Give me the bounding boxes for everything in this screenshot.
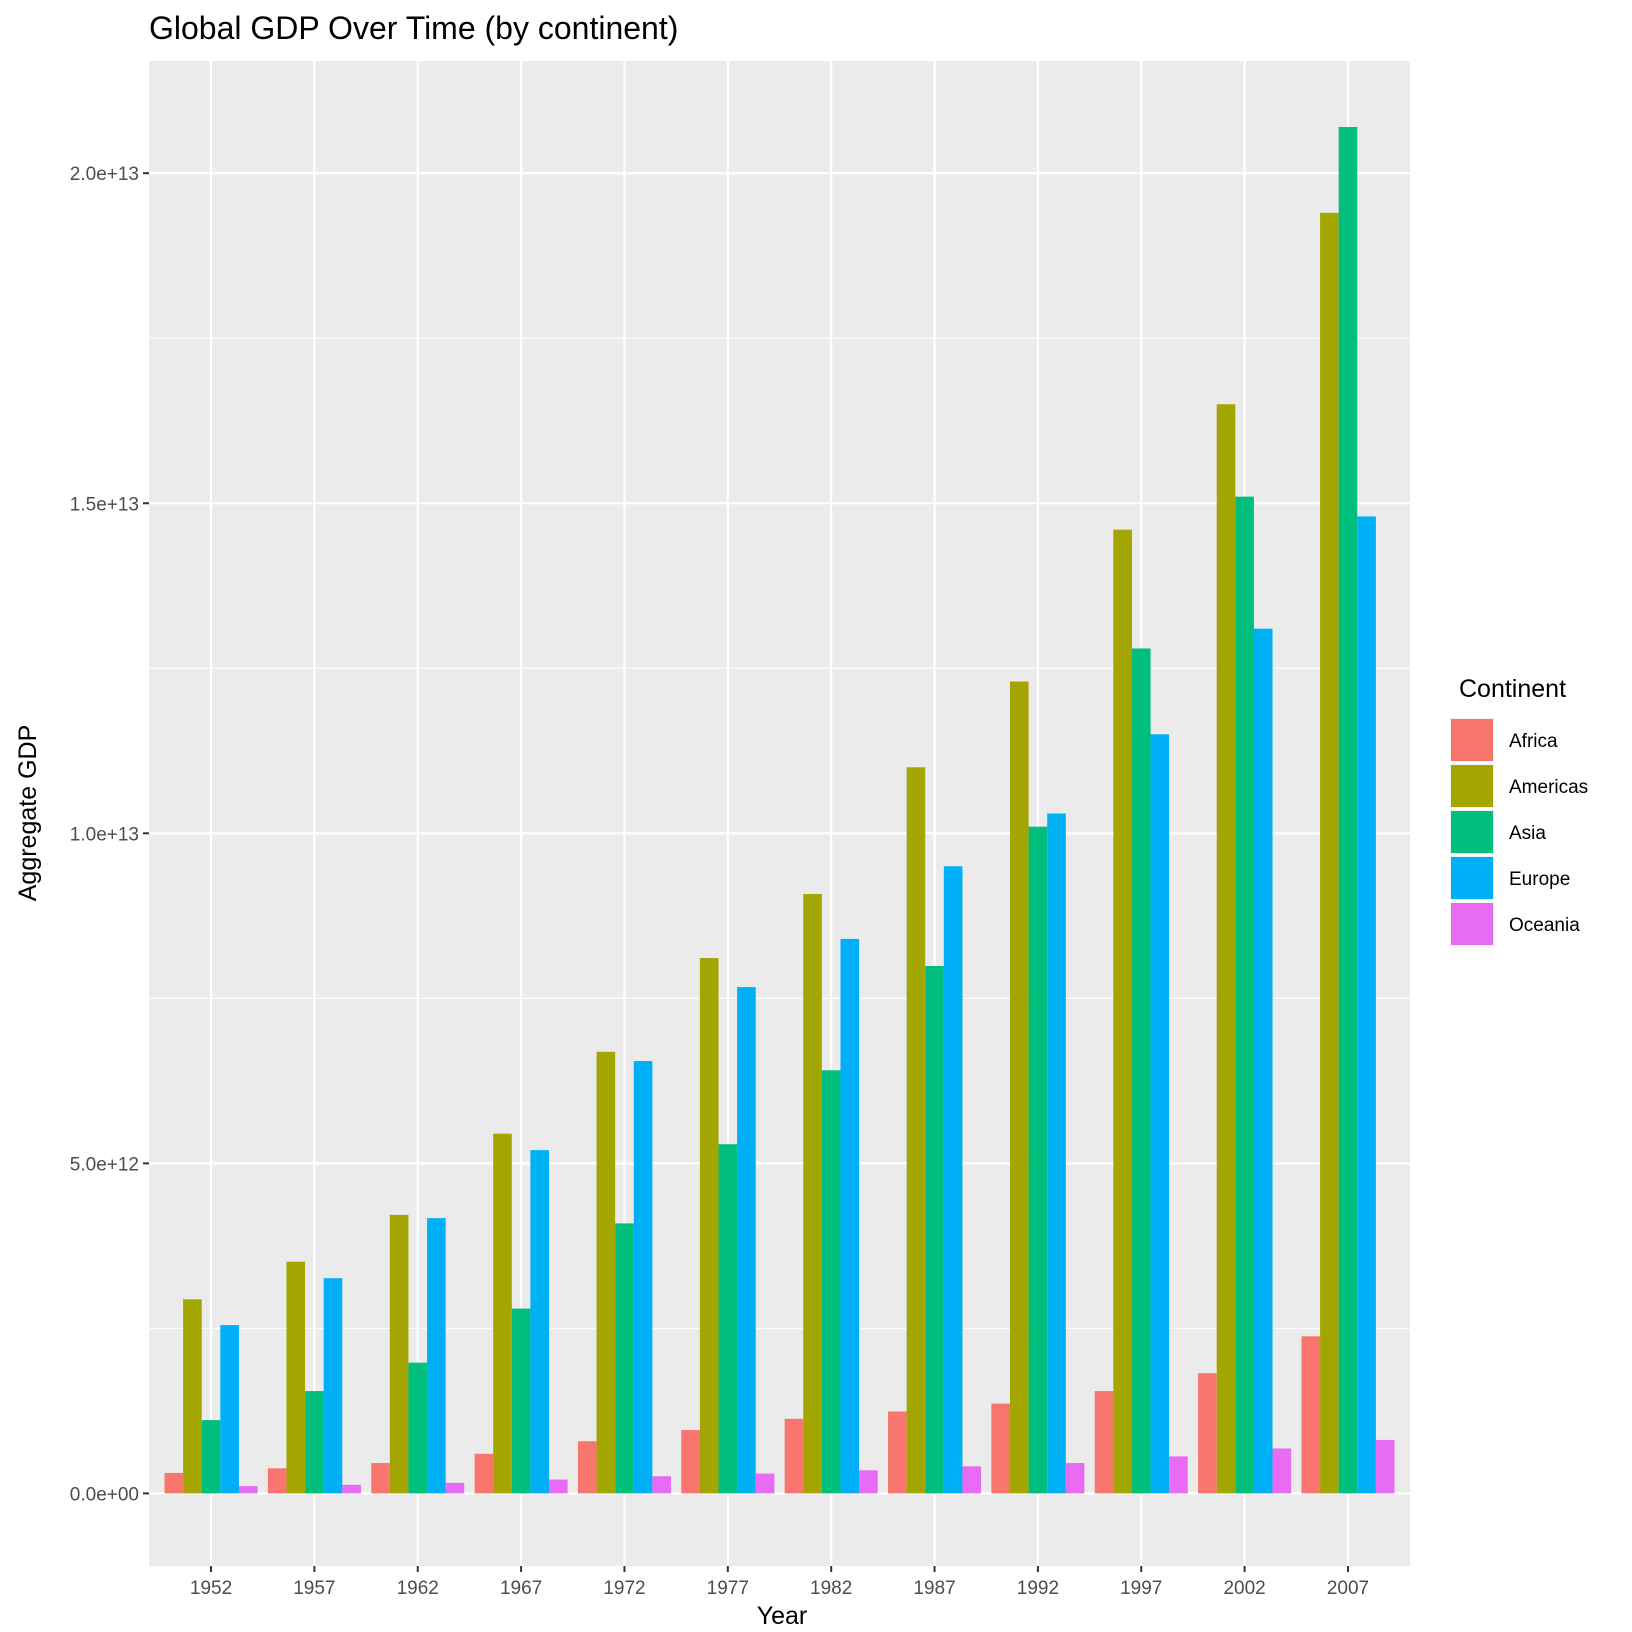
bar-oceania-1977 <box>755 1473 775 1494</box>
bar-americas-1967 <box>493 1133 512 1494</box>
bar-americas-1982 <box>803 894 822 1494</box>
bar-africa-1977 <box>681 1430 700 1494</box>
x-tick-label: 1952 <box>190 1578 232 1599</box>
bar-asia-1982 <box>821 1070 841 1494</box>
bar-asia-1992 <box>1028 826 1048 1494</box>
bar-oceania-1952 <box>238 1486 258 1494</box>
legend-key-oceania <box>1451 903 1493 945</box>
bar-americas-2002 <box>1216 404 1236 1494</box>
bar-asia-2007 <box>1338 127 1358 1494</box>
x-tick-label: 1987 <box>913 1578 955 1599</box>
bars <box>164 127 1395 1494</box>
legend-label-europe: Europe <box>1509 869 1570 890</box>
bar-europe-1952 <box>220 1325 239 1494</box>
legend-label-americas: Americas <box>1509 777 1588 798</box>
bar-africa-1997 <box>1094 1391 1114 1494</box>
y-tick-label: 2.0e+13 <box>70 164 139 185</box>
y-tick-label: 1.5e+13 <box>70 494 139 515</box>
bar-africa-1967 <box>474 1453 494 1494</box>
bar-americas-1957 <box>286 1261 306 1494</box>
bar-europe-1987 <box>943 866 963 1494</box>
x-tick-label: 1962 <box>397 1578 439 1599</box>
bar-oceania-1982 <box>859 1470 878 1494</box>
x-tick-label: 1997 <box>1120 1578 1162 1599</box>
y-axis-title: Aggregate GDP <box>14 725 42 902</box>
bar-asia-1962 <box>408 1362 428 1494</box>
bar-africa-2002 <box>1198 1373 1217 1494</box>
bar-oceania-2007 <box>1375 1439 1395 1494</box>
x-tick-label: 1982 <box>810 1578 852 1599</box>
legend-key-europe <box>1451 857 1493 899</box>
bar-europe-1957 <box>323 1278 343 1494</box>
x-tick-label: 1977 <box>707 1578 749 1599</box>
bar-europe-1992 <box>1047 813 1066 1494</box>
bar-africa-1962 <box>371 1463 390 1494</box>
bar-africa-1992 <box>991 1403 1010 1494</box>
bar-europe-1972 <box>633 1061 653 1494</box>
bar-europe-1962 <box>427 1218 446 1494</box>
bar-europe-1997 <box>1150 734 1170 1494</box>
x-tick-label: 1967 <box>500 1578 542 1599</box>
bar-africa-1982 <box>784 1418 804 1494</box>
bar-asia-1967 <box>511 1308 531 1494</box>
x-tick-label: 2002 <box>1223 1578 1265 1599</box>
legend-key-americas <box>1451 765 1493 807</box>
x-tick-label: 1957 <box>293 1578 335 1599</box>
bar-oceania-1957 <box>342 1484 361 1494</box>
bar-americas-1972 <box>596 1051 616 1494</box>
bar-americas-1952 <box>183 1299 202 1494</box>
bar-americas-1992 <box>1009 681 1029 1494</box>
legend-label-oceania: Oceania <box>1509 915 1580 936</box>
y-tick-label: 0.0e+00 <box>70 1484 139 1505</box>
legend-label-africa: Africa <box>1509 731 1558 752</box>
bar-asia-1997 <box>1131 648 1151 1494</box>
bar-oceania-1987 <box>962 1466 982 1494</box>
bar-oceania-1972 <box>652 1476 671 1494</box>
bar-asia-2002 <box>1235 496 1254 1494</box>
bar-oceania-1967 <box>549 1479 568 1494</box>
bar-oceania-2002 <box>1272 1448 1292 1494</box>
bar-europe-1977 <box>737 987 756 1494</box>
bar-americas-1962 <box>389 1214 409 1494</box>
bar-europe-2007 <box>1357 516 1376 1494</box>
bar-asia-1987 <box>925 965 944 1494</box>
x-axis-title: Year <box>757 1602 808 1630</box>
bar-americas-1997 <box>1113 529 1132 1494</box>
y-axis: 0.0e+00 5.0e+12 1.0e+13 1.5e+13 2.0e+13 <box>70 164 149 1505</box>
bar-africa-2007 <box>1301 1336 1321 1494</box>
plot-panel <box>149 61 1410 1566</box>
y-tick-label: 1.0e+13 <box>70 824 139 845</box>
bar-oceania-1997 <box>1169 1456 1188 1494</box>
bar-africa-1987 <box>888 1411 907 1494</box>
bar-africa-1972 <box>577 1441 597 1494</box>
bar-asia-1952 <box>201 1420 221 1494</box>
bar-europe-1982 <box>840 938 860 1494</box>
x-axis: 1952 1957 1962 1967 1972 1977 1982 1987 1992 1997… <box>190 1566 1369 1599</box>
minor-gridlines <box>149 337 1410 1329</box>
chart-title: Global GDP Over Time (by continent) <box>149 10 678 46</box>
bar-africa-1957 <box>267 1468 287 1494</box>
bar-americas-2007 <box>1320 212 1339 1494</box>
bar-americas-1987 <box>906 767 926 1494</box>
legend: Continent Africa Americas Asia Europe Oceani… <box>1450 675 1588 946</box>
legend-key-africa <box>1451 719 1493 761</box>
legend-key-asia <box>1451 811 1493 853</box>
x-tick-label: 2007 <box>1327 1578 1369 1599</box>
bar-asia-1957 <box>305 1391 324 1494</box>
bar-asia-1972 <box>615 1223 634 1494</box>
bar-oceania-1962 <box>445 1482 465 1494</box>
bar-europe-1967 <box>530 1150 550 1494</box>
x-tick-label: 1972 <box>603 1578 645 1599</box>
bar-asia-1977 <box>718 1144 738 1494</box>
x-tick-label: 1992 <box>1017 1578 1059 1599</box>
y-tick-label: 5.0e+12 <box>70 1154 139 1175</box>
bar-africa-1952 <box>164 1472 184 1494</box>
bar-americas-1977 <box>699 958 719 1494</box>
legend-label-asia: Asia <box>1509 823 1546 844</box>
bar-oceania-1992 <box>1065 1463 1085 1494</box>
bar-europe-2002 <box>1253 628 1273 1494</box>
legend-title: Continent <box>1459 675 1566 703</box>
